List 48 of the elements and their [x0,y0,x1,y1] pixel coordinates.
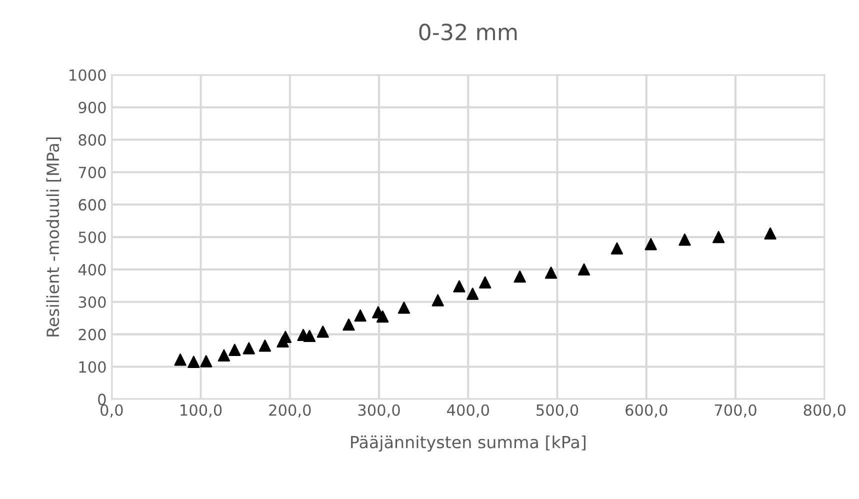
x-tick-label: 800,0 [804,404,846,418]
y-tick-label: 200 [78,328,106,340]
y-tick-label: 1000 [70,69,106,81]
y-tick-label: 400 [78,264,106,276]
chart-title: 0-32 mm [419,24,517,40]
point [610,242,624,254]
point [258,340,272,352]
point [578,263,590,276]
x-tick-label: 500,0 [536,404,578,418]
point [398,302,410,314]
point [466,288,479,300]
y-tick-label: 100 [79,361,106,373]
y-tick-label: 300 [78,296,106,308]
x-tick-label: 400,0 [447,404,490,418]
point [188,356,200,368]
point [316,326,329,338]
y-tick-label: 700 [78,166,106,178]
x-tick-label: 300,0 [358,404,400,418]
point [432,294,444,306]
y-tick-label: 600 [78,199,106,211]
y-axis-title: Resilient -moduuli [MPa] [46,137,62,336]
point [174,354,186,366]
y-tick-label: 800 [78,134,106,146]
point [303,330,316,342]
point [514,270,526,283]
x-tick-label: 600,0 [626,404,668,418]
point [354,309,366,322]
x-tick-label: 100,0 [180,404,222,418]
point [200,355,212,368]
point [644,238,657,250]
point [342,318,355,331]
point [242,342,255,354]
point [228,344,241,356]
y-tick-label: 900 [78,102,106,114]
x-tick-label: 200,0 [269,404,311,418]
x-tick-label: 700,0 [714,404,756,418]
point [678,234,691,246]
point [453,280,466,292]
point [712,230,725,244]
x-axis-title: Pääjännitysten summa [kPa] [351,436,586,452]
point [544,266,558,279]
x-tick-label: 0,0 [100,404,123,418]
point [764,227,776,240]
point [218,349,230,362]
y-tick-label: 500 [78,231,106,244]
point [479,276,492,289]
point [376,310,389,323]
y-tick-label: 0 [98,394,106,406]
